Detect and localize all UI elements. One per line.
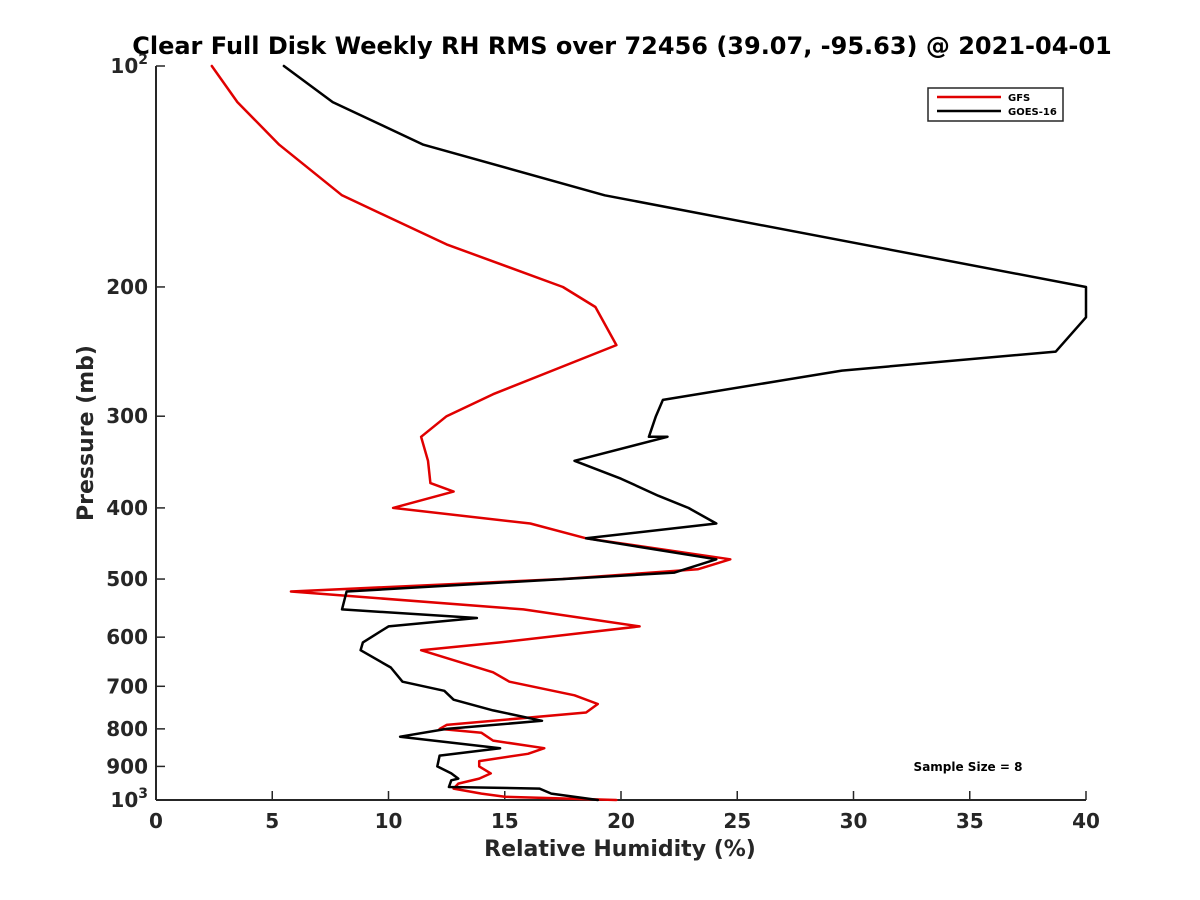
x-tick-label: 0 (149, 809, 163, 833)
x-tick-label: 40 (1072, 809, 1100, 833)
sample-size-annotation: Sample Size = 8 (914, 760, 1023, 774)
y-tick-label: 800 (106, 717, 148, 741)
y-tick-label: 600 (106, 625, 148, 649)
x-tick-label: 5 (265, 809, 279, 833)
y-tick-label: 900 (106, 754, 148, 778)
y-tick-label: 700 (106, 674, 148, 698)
y-axis-label: Pressure (mb) (74, 345, 99, 521)
series-line-goes-16 (282, 64, 1088, 802)
x-axis-label: Relative Humidity (%) (484, 837, 756, 862)
x-tick-label: 20 (607, 809, 635, 833)
x-tick-label: 35 (956, 809, 984, 833)
legend: GFS GOES-16 (927, 87, 1064, 122)
chart-title: Clear Full Disk Weekly RH RMS over 72456… (132, 32, 1112, 60)
x-tick-label: 25 (723, 809, 751, 833)
y-tick-label: 200 (106, 275, 148, 299)
legend-label: GFS (1008, 93, 1030, 104)
x-tick-label: 10 (375, 809, 403, 833)
y-tick-label: 400 (106, 496, 148, 520)
legend-label: GOES-16 (1008, 107, 1057, 118)
y-tick-label: 103 (110, 786, 148, 812)
x-tick-label: 15 (491, 809, 519, 833)
x-tick-label: 30 (840, 809, 868, 833)
series-line-gfs (210, 64, 732, 802)
y-tick-label: 500 (106, 567, 148, 591)
axes: 0 5 10 15 20 25 30 35 40 102 200 300 400 500 600 700 800… (106, 52, 1100, 833)
y-tick-label: 102 (110, 52, 148, 78)
legend-box (927, 87, 1064, 122)
y-tick-label: 300 (106, 404, 148, 428)
series-lines (210, 64, 1088, 802)
